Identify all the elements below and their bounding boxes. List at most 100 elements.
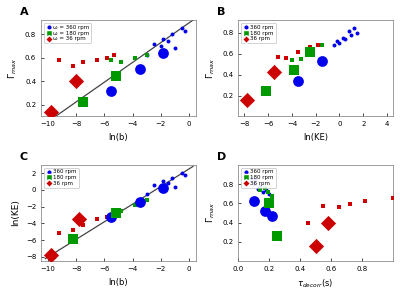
Point [269,214,276,218]
Point [112,211,119,216]
Point [144,192,150,196]
Point [132,203,138,207]
Point [160,186,167,191]
Y-axis label: $\Gamma_{max}$: $\Gamma_{max}$ [204,203,217,223]
Point [291,68,298,73]
Point [178,171,185,176]
Point [310,49,316,54]
Point [160,50,167,55]
Point [112,74,119,79]
Point [252,178,258,183]
Point [336,41,343,45]
Point [169,176,175,181]
Point [283,56,289,60]
Point [251,199,257,204]
Point [172,184,178,189]
Point [70,64,77,68]
Point [306,45,313,50]
Point [178,26,185,31]
Point [251,182,257,187]
Point [144,198,150,202]
Point [266,191,272,196]
Legend: 360 rpm, 180 rpm, 36 rpm: 360 rpm, 180 rpm, 36 rpm [241,23,276,43]
Point [350,26,357,31]
Point [108,214,115,219]
Point [136,200,143,205]
Point [150,41,157,46]
Point [132,55,138,60]
Point [295,49,301,54]
Point [48,253,54,257]
Point [80,223,86,228]
Point [80,60,86,65]
Point [260,189,266,194]
Point [306,49,313,54]
Point [340,36,346,40]
Point [274,54,281,59]
Point [144,53,150,58]
Point [336,205,342,209]
Point [255,187,262,191]
Point [144,53,150,58]
Point [94,58,100,62]
Point [263,187,269,192]
Point [334,39,340,43]
Point [269,193,276,198]
Point [320,204,327,208]
Point [76,217,82,222]
Point [150,182,157,187]
Point [271,70,277,75]
Text: B: B [217,7,225,17]
Point [248,176,254,181]
Point [48,109,54,114]
Point [318,43,325,48]
Point [312,243,319,248]
Y-axis label: $\Gamma_{max}$: $\Gamma_{max}$ [7,58,20,79]
Point [262,89,269,94]
Point [160,179,167,184]
Point [346,28,352,33]
Point [315,43,321,48]
Legend: 360 rpm, 180 rpm, 36 rpm: 360 rpm, 180 rpm, 36 rpm [44,168,78,188]
X-axis label: $\tau_{decorr}$(s): $\tau_{decorr}$(s) [298,278,334,290]
Point [295,78,301,83]
Point [318,59,325,63]
Legend: ω = 360 rpm, ω = 180 rpm, ω = 36 rpm: ω = 360 rpm, ω = 180 rpm, ω = 36 rpm [44,23,91,43]
Text: A: A [20,7,28,17]
Point [348,32,354,37]
Y-axis label: $\Gamma_{max}$: $\Gamma_{max}$ [204,58,217,79]
Point [257,184,263,188]
Point [346,202,353,207]
Point [274,234,280,238]
Point [262,208,268,213]
Point [94,217,100,222]
Text: D: D [217,152,226,162]
Point [164,181,171,186]
X-axis label: ln(b): ln(b) [109,278,128,287]
Point [305,220,311,225]
Point [70,228,77,233]
Point [136,67,143,72]
Point [158,44,164,48]
Point [181,28,188,33]
Point [118,208,124,213]
Point [342,37,349,41]
Point [169,32,175,37]
Point [244,97,250,102]
Point [108,58,115,62]
Point [289,58,295,62]
Point [266,201,272,206]
Point [164,39,171,44]
Point [354,30,360,35]
Y-axis label: ln(KE): ln(KE) [11,200,20,226]
Point [111,53,118,58]
Point [257,187,263,192]
Point [56,58,62,62]
Point [330,43,337,48]
Point [73,79,80,83]
Point [181,173,188,177]
Point [118,60,124,65]
Point [390,196,396,201]
Point [80,100,86,105]
Point [325,220,331,225]
